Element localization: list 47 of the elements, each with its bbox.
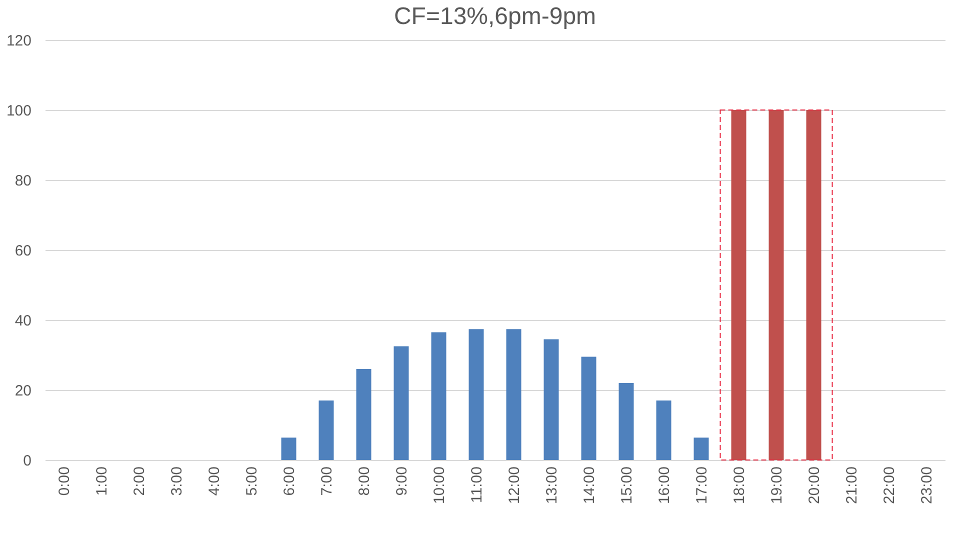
- bar: [506, 329, 522, 460]
- x-tick-label: 6:00: [280, 466, 298, 496]
- x-tick-label: 7:00: [318, 466, 336, 496]
- x-tick-label: 22:00: [880, 466, 898, 504]
- bar: [318, 400, 334, 460]
- bar: [768, 110, 784, 460]
- x-tick-label: 1:00: [93, 466, 110, 496]
- y-tick-label: 20: [14, 382, 32, 400]
- y-tick-label: 80: [14, 172, 32, 190]
- y-tick-label: 0: [23, 452, 32, 470]
- x-tick-label: 20:00: [806, 466, 823, 504]
- x-tick-label: 23:00: [918, 466, 936, 504]
- x-tick-label: 16:00: [656, 466, 673, 504]
- x-tick-label: 21:00: [843, 466, 860, 504]
- x-tick-label: 17:00: [693, 466, 710, 504]
- x-tick-label: 18:00: [730, 466, 748, 504]
- bar: [618, 383, 634, 460]
- x-tick-label: 11:00: [468, 466, 486, 503]
- y-tick-label: 60: [14, 242, 32, 260]
- x-tick-label: 12:00: [506, 466, 523, 504]
- bar: [656, 400, 672, 460]
- x-tick-label: 0:00: [56, 466, 73, 496]
- bar: [581, 356, 596, 460]
- bar: [544, 339, 559, 460]
- x-tick-label: 14:00: [580, 466, 598, 504]
- x-tick-label: 19:00: [768, 466, 786, 504]
- x-tick-label: 8:00: [356, 466, 373, 496]
- x-tick-label: 4:00: [206, 466, 223, 496]
- bar: [431, 332, 446, 460]
- x-tick-label: 9:00: [393, 466, 410, 496]
- x-tick-label: 3:00: [168, 466, 186, 496]
- x-tick-label: 2:00: [130, 466, 148, 496]
- bar: [394, 346, 409, 460]
- y-tick-label: 100: [6, 102, 32, 120]
- x-tick-label: 15:00: [618, 466, 636, 504]
- bar: [806, 110, 822, 460]
- bar: [731, 110, 746, 460]
- y-tick-label: 40: [14, 312, 32, 330]
- bar: [356, 369, 372, 460]
- x-tick-label: 13:00: [543, 466, 560, 504]
- bar: [468, 329, 484, 460]
- x-tick-label: 5:00: [243, 466, 260, 496]
- bar: [281, 438, 296, 460]
- y-tick-label: 120: [6, 32, 32, 50]
- bar: [694, 438, 709, 460]
- chart-title: CF=13%,6pm-9pm: [394, 3, 596, 30]
- x-tick-label: 10:00: [430, 466, 448, 504]
